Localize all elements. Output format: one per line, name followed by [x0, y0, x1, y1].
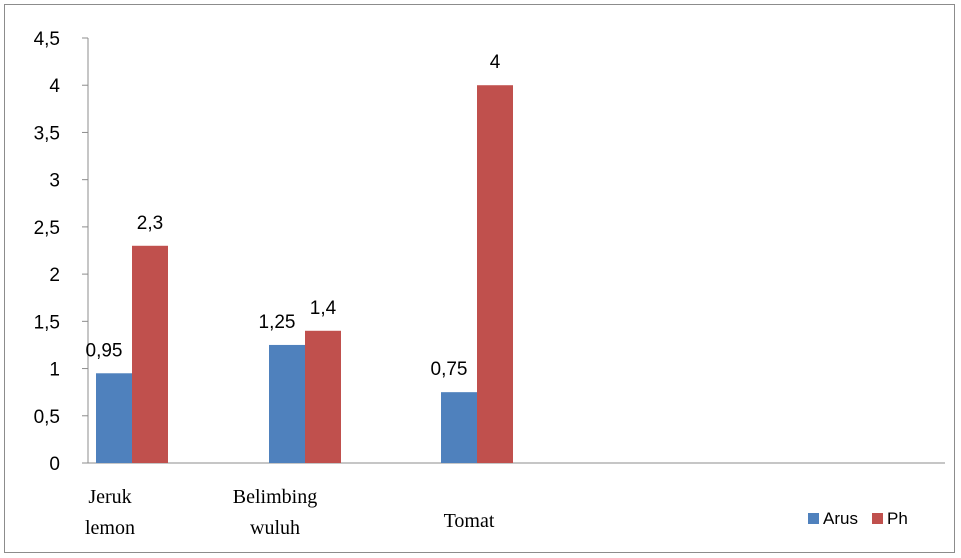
data-label: 1,4	[310, 298, 337, 319]
y-tick-label: 4	[49, 76, 60, 97]
bar-arus	[96, 373, 132, 463]
data-label: 4	[490, 52, 501, 73]
bar-ph	[477, 85, 513, 463]
category-label: Belimbing	[233, 486, 317, 508]
y-tick-label: 0,5	[34, 407, 60, 428]
y-tick-label: 1	[49, 360, 60, 381]
y-tick-label: 3,5	[34, 123, 60, 144]
y-tick-label: 4,5	[34, 29, 60, 50]
legend-swatch-ph	[872, 513, 883, 524]
data-label: 2,3	[137, 213, 163, 234]
data-label: 0,95	[86, 340, 123, 361]
legend-swatch-arus	[808, 513, 819, 524]
y-tick-label: 2	[49, 265, 60, 286]
legend-label-ph: Ph	[887, 509, 908, 528]
category-label: lemon	[85, 517, 135, 539]
bar-ph	[132, 245, 168, 463]
y-tick-label: 2,5	[34, 218, 60, 239]
bar-arus	[441, 392, 477, 463]
y-tick-label: 0	[49, 454, 60, 475]
category-label: Jeruk	[88, 486, 131, 508]
bar-ph	[305, 330, 341, 463]
y-tick-label: 1,5	[34, 312, 60, 333]
category-label: Tomat	[444, 510, 495, 532]
data-label: 1,25	[259, 312, 296, 333]
category-label: wuluh	[250, 517, 300, 539]
bar-arus	[269, 344, 305, 463]
legend-label-arus: Arus	[823, 509, 858, 528]
data-label: 0,75	[431, 359, 468, 380]
y-tick-label: 3	[49, 171, 60, 192]
